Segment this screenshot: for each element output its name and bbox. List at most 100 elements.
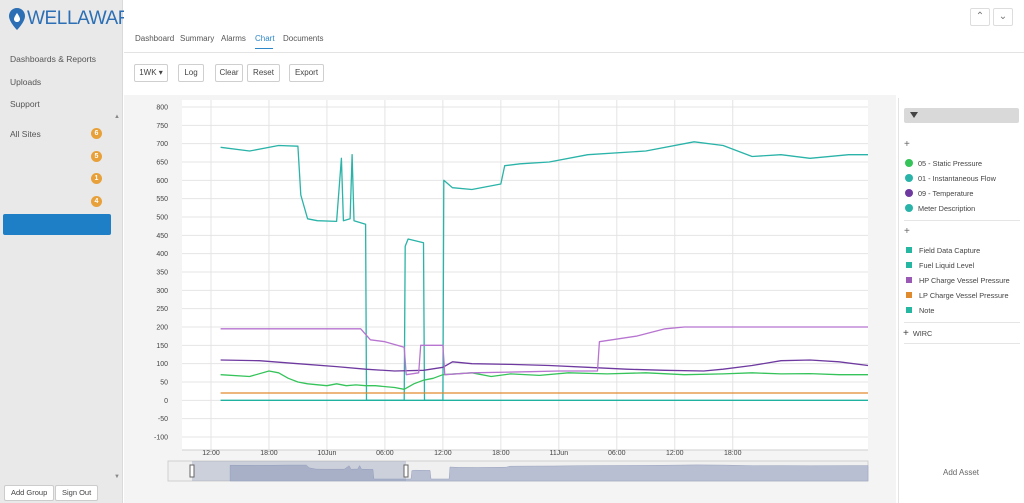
legend-label: Note: [919, 306, 935, 315]
y-tick-label: 0: [164, 398, 168, 405]
x-tick-label: 12:00: [666, 450, 684, 457]
legend-item-meter-description[interactable]: Meter Description: [905, 204, 975, 216]
site-count-badge: 5: [91, 151, 102, 162]
y-tick-label: 550: [156, 196, 168, 203]
y-tick-label: 100: [156, 361, 168, 368]
tab-alarms[interactable]: Alarms: [221, 34, 246, 43]
asset-dropdown[interactable]: [904, 108, 1019, 123]
add-icon[interactable]: +: [904, 226, 910, 237]
site-label: All Sites: [10, 129, 41, 139]
chevron-up-icon[interactable]: ⌃: [970, 8, 990, 26]
series-line-2: [220, 359, 869, 372]
legend-item-field-data-capture[interactable]: Field Data Capture: [905, 246, 980, 258]
x-tick-label: 12:00: [202, 450, 220, 457]
series-line-1: [220, 370, 868, 390]
legend-divider: [904, 343, 1020, 344]
site-item[interactable]: 4: [0, 194, 112, 210]
site-item-all-sites[interactable]: All Sites 6: [0, 126, 112, 142]
chevron-down-icon[interactable]: ⌄: [993, 8, 1013, 26]
line-chart[interactable]: 8007507006506005505004504003503002502001…: [124, 95, 896, 503]
y-tick-label: 450: [156, 233, 168, 240]
y-tick-label: 50: [160, 380, 168, 387]
add-group-button[interactable]: Add Group: [4, 485, 55, 501]
legend-divider: [904, 322, 1020, 323]
y-tick-label: 250: [156, 306, 168, 313]
nav-support[interactable]: Support: [10, 99, 40, 109]
add-asset-button[interactable]: Add Asset: [943, 468, 980, 477]
log-button[interactable]: Log: [178, 64, 204, 82]
tab-dashboard[interactable]: Dashboard: [135, 34, 175, 43]
y-tick-label: 650: [156, 160, 168, 167]
tab-summary[interactable]: Summary: [180, 34, 215, 43]
plot-background: [182, 100, 868, 450]
legend-label: Meter Description: [918, 204, 976, 213]
site-count-badge: 6: [91, 128, 102, 139]
nav-dashboards-reports[interactable]: Dashboards & Reports: [10, 54, 96, 64]
y-tick-label: 750: [156, 123, 168, 130]
site-item-selected[interactable]: [3, 214, 111, 235]
reset-button[interactable]: Reset: [247, 64, 280, 82]
legend-item-lp-charge-vessel[interactable]: LP Charge Vessel Pressure: [905, 291, 1009, 303]
legend-item-note[interactable]: Note: [905, 306, 934, 318]
navigator-left-handle[interactable]: [189, 464, 195, 478]
nav-uploads[interactable]: Uploads: [10, 77, 42, 87]
square-marker-icon: [906, 277, 912, 283]
square-marker-icon: [906, 262, 912, 268]
legend-item-instantaneous-flow[interactable]: 01 - Instantaneous Flow: [905, 174, 996, 186]
range-select[interactable]: 1WK ▾: [134, 64, 168, 82]
y-tick-label: 500: [156, 215, 168, 222]
navigator-series-area: [229, 464, 869, 482]
circle-marker-icon: [905, 204, 913, 212]
site-item[interactable]: 1: [0, 171, 112, 187]
navigator-right-handle[interactable]: [403, 464, 409, 478]
y-tick-label: -100: [154, 435, 168, 442]
legend-panel: + 05 - Static Pressure 01 - Instantaneou…: [898, 98, 1024, 503]
site-item[interactable]: 5: [0, 149, 112, 165]
chart-area: 800 750 700 650 600 550 500 450 400 350 300 250 200 1…: [124, 95, 896, 503]
add-icon: +: [903, 328, 909, 339]
square-marker-icon: [906, 292, 912, 298]
legend-label: Fuel Liquid Level: [919, 261, 975, 270]
circle-marker-icon: [905, 159, 913, 167]
scroll-down-icon[interactable]: ▼: [114, 474, 120, 480]
y-tick-label: 150: [156, 343, 168, 350]
circle-marker-icon: [905, 189, 913, 197]
top-bar: Dashboard Summary Alarms Chart Documents…: [124, 0, 1024, 53]
series-line-3: [220, 326, 868, 376]
x-tick-label: 18:00: [260, 450, 278, 457]
series-line-0: [220, 141, 868, 401]
y-tick-label: 350: [156, 270, 168, 277]
y-tick-label: 300: [156, 288, 168, 295]
legend-item-fuel-liquid-level[interactable]: Fuel Liquid Level: [905, 261, 974, 273]
legend-label: Field Data Capture: [919, 246, 981, 255]
tab-documents[interactable]: Documents: [283, 34, 324, 43]
legend-label: 05 - Static Pressure: [918, 159, 983, 168]
navigator-selection[interactable]: [192, 461, 406, 481]
legend-item-static-pressure[interactable]: 05 - Static Pressure: [905, 159, 982, 171]
square-marker-icon: [906, 247, 912, 253]
location-pin-icon: [9, 8, 25, 30]
x-tick-label: 18:00: [724, 450, 742, 457]
wirc-label: WIRC: [912, 329, 933, 338]
legend-label: LP Charge Vessel Pressure: [919, 291, 1009, 300]
clear-button[interactable]: Clear: [215, 64, 243, 82]
tab-chart[interactable]: Chart: [255, 34, 275, 43]
site-count-badge: 1: [91, 173, 102, 184]
caret-down-icon: [910, 112, 918, 118]
x-tick-label: 12:00: [434, 450, 452, 457]
legend-label: HP Charge Vessel Pressure: [919, 276, 1010, 285]
site-count-badge: 4: [91, 196, 102, 207]
wirc-group[interactable]: + WIRC: [903, 328, 932, 340]
legend-item-temperature[interactable]: 09 - Temperature: [905, 189, 973, 201]
export-button[interactable]: Export: [289, 64, 324, 82]
legend-divider: [904, 220, 1020, 221]
brand-name: WELLAWARE: [27, 8, 144, 29]
legend-item-hp-charge-vessel[interactable]: HP Charge Vessel Pressure: [905, 276, 1010, 288]
scroll-up-icon[interactable]: ▲: [114, 114, 120, 120]
x-tick-label: 06:00: [608, 450, 626, 457]
active-tab-indicator: [255, 48, 273, 49]
sign-out-button[interactable]: Sign Out: [55, 485, 99, 501]
logo[interactable]: WELLAWARE: [8, 6, 144, 32]
add-icon[interactable]: +: [904, 139, 910, 150]
